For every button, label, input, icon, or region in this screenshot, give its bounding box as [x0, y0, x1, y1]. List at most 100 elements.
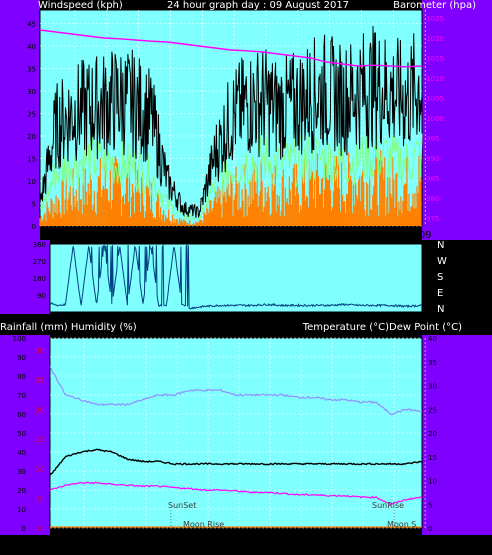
humidity-y-tick-label: 30 [17, 468, 26, 476]
rain-y-tick-label: 10 [36, 466, 45, 474]
temp-x-tick-label: 19 [202, 537, 215, 548]
humidity-y-tick-label: 50 [17, 430, 26, 438]
wind-y-tick-label: 5 [32, 201, 36, 209]
wind-speed-line [39, 26, 423, 219]
temp-x-tick-label: 11 [78, 537, 91, 548]
temp-y-tick-label: 25 [428, 406, 437, 414]
baro-y-tick-label: 980 [426, 195, 439, 203]
rain-y-tick-label: 25 [36, 377, 45, 385]
wind-x-tick-label: 17 [164, 230, 177, 241]
moonset-annotation: Moon S [387, 520, 416, 529]
direction-y-tick-label: 270 [33, 258, 46, 266]
temp-x-tick-label: 03 [326, 537, 339, 548]
baro-y-tick-label: 1025 [426, 15, 444, 23]
humidity-y-tick-label: 60 [17, 411, 26, 419]
humidity-y-tick-label: 0 [22, 525, 26, 533]
side-panel-right-bottom [422, 335, 492, 535]
wind-y-tick-label: 25 [27, 111, 36, 119]
temp-y-tick-label: 10 [428, 478, 437, 486]
rain-y-tick-label: 15 [36, 436, 45, 444]
rain-y-tick-label: 0 [38, 525, 42, 533]
temp-y-tick-label: 15 [428, 454, 437, 462]
temp-x-tick-label: 21 [233, 537, 246, 548]
temp-y-tick-label: 35 [428, 359, 437, 367]
side-panel-right-top [422, 0, 492, 240]
side-panel-left-top [0, 0, 40, 240]
temp-x-tick-label: 17 [171, 537, 184, 548]
rain-y-tick-label: 20 [36, 406, 45, 414]
direction-y-tick-label: 180 [33, 275, 46, 283]
compass-label: E [437, 288, 443, 299]
barometer-axis-title: Barometer (hpa) [393, 0, 476, 11]
axis-labels: 11 13 15 17 19 21 23 01 03 05 07 090510152025303540… [0, 0, 477, 548]
wind-x-tick-label: 21 [228, 230, 241, 241]
wind-direction-line [49, 243, 423, 310]
temp-y-tick-label: 20 [428, 430, 437, 438]
windspeed-axis-title: Windspeed (kph) [38, 0, 123, 11]
wind-x-tick-label: 03 [323, 230, 336, 241]
direction-y-tick-label: 360 [33, 241, 46, 249]
wind-x-tick-label: 07 [387, 230, 400, 241]
humidity-y-tick-label: 20 [17, 487, 26, 495]
wind-y-tick-label: 30 [27, 88, 36, 96]
compass-label: W [437, 256, 447, 267]
wind-x-tick-label: 15 [132, 230, 145, 241]
direction-series [49, 243, 423, 310]
side-panel-left-dir [0, 240, 50, 314]
temp-x-tick-label: 13 [109, 537, 122, 548]
wind-x-tick-label: 23 [260, 230, 273, 241]
temp-y-tick-label: 40 [428, 335, 437, 343]
wind-y-tick-label: 40 [27, 43, 36, 51]
baro-y-tick-label: 1005 [426, 95, 444, 103]
wind-x-tick-label: 09 [419, 230, 432, 241]
wind-y-tick-label: 45 [27, 21, 36, 29]
wind-line-green [39, 129, 423, 221]
baro-y-tick-label: 985 [426, 175, 439, 183]
humidity-line [49, 366, 422, 416]
humidity-y-tick-label: 90 [17, 354, 26, 362]
temp-x-tick-label: 01 [295, 537, 308, 548]
temp-dewpoint-axis-title: Temperature (°C)Dew Point (°C) [302, 322, 462, 333]
humidity-y-tick-label: 80 [17, 373, 26, 381]
baro-y-tick-label: 995 [426, 135, 439, 143]
wind-x-tick-label: 11 [69, 230, 82, 241]
baro-y-tick-label: 990 [426, 155, 439, 163]
rain-y-tick-label: 5 [38, 495, 42, 503]
sunset-annotation: SunSet [168, 501, 196, 510]
temp-x-tick-label: 15 [140, 537, 153, 548]
baro-y-tick-label: 1020 [426, 35, 444, 43]
compass-label: N [437, 240, 444, 251]
wind-y-tick-label: 20 [27, 133, 36, 141]
compass-label: N [437, 304, 444, 315]
graph-title: 24 hour graph day : 09 August 2017 [167, 0, 349, 11]
temp-x-tick-label: 05 [357, 537, 370, 548]
wind-x-tick-label: 01 [291, 230, 304, 241]
baro-y-tick-label: 1000 [426, 115, 444, 123]
humidity-y-tick-label: 70 [17, 392, 26, 400]
side-panel-left-bottom [0, 335, 50, 535]
temp-x-tick-label: 23 [264, 537, 277, 548]
dew-point-line [49, 481, 423, 506]
wind-y-tick-label: 15 [27, 156, 36, 164]
moonrise-annotation: Moon Rise [183, 520, 224, 529]
temp-x-tick-label: 07 [388, 537, 401, 548]
rain-y-tick-label: 30 [36, 347, 45, 355]
baro-y-tick-label: 1015 [426, 55, 444, 63]
humidity-y-tick-label: 100 [13, 335, 26, 343]
wind-x-tick-label: 13 [100, 230, 113, 241]
barometer-line [39, 29, 423, 68]
temperature-line [49, 448, 423, 476]
rain-humidity-axis-title: Rainfall (mm) Humidity (%) [0, 322, 137, 333]
baro-y-tick-label: 1010 [426, 75, 444, 83]
sunrise-annotation: SunRise [372, 501, 404, 510]
wind-x-tick-label: 19 [196, 230, 209, 241]
wind-series [39, 26, 423, 226]
humidity-y-tick-label: 40 [17, 449, 26, 457]
humidity-y-tick-label: 10 [17, 506, 26, 514]
temp-y-tick-label: 30 [428, 383, 437, 391]
wind-y-tick-label: 10 [27, 178, 36, 186]
wind-y-tick-label: 35 [27, 66, 36, 74]
compass-label: S [437, 272, 443, 283]
